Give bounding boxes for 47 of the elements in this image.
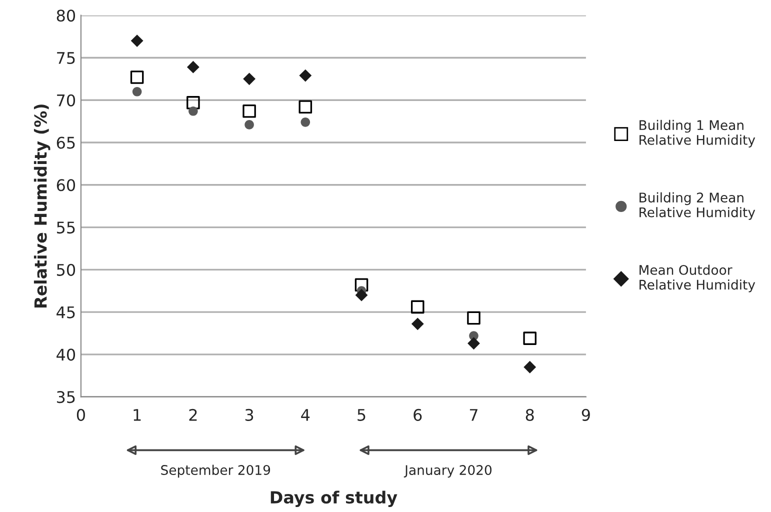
x-tick-label: 8 xyxy=(526,408,534,421)
point xyxy=(186,96,200,110)
y-tick-label: 65 xyxy=(56,136,75,149)
y-tick-label: 55 xyxy=(57,222,75,234)
legend-label: Building 1 Mean Relative Humidity xyxy=(640,120,756,148)
point xyxy=(242,104,256,118)
x-tick-label: 1 xyxy=(134,409,141,421)
x-tick-label: 9 xyxy=(582,408,590,421)
text: September 2019 xyxy=(161,464,270,478)
point xyxy=(188,106,198,116)
x-axis-title: Days of study xyxy=(270,490,398,507)
x-tick-label: 6 xyxy=(414,408,422,421)
point xyxy=(130,34,144,47)
y-tick-label: 80 xyxy=(56,10,76,22)
point xyxy=(523,332,536,345)
y-tick-label: 50 xyxy=(57,264,76,276)
x-tick-label: 2 xyxy=(189,408,197,421)
point xyxy=(132,86,142,96)
point xyxy=(299,69,312,82)
point xyxy=(468,337,480,350)
point xyxy=(524,360,536,374)
legend-label: Building 2 Mean Relative Humidity xyxy=(640,192,756,220)
y-axis-title: Relative Humidity (%) xyxy=(34,104,50,308)
point xyxy=(354,278,368,292)
y-tick-label: 60 xyxy=(56,179,76,192)
point xyxy=(186,60,200,74)
point xyxy=(298,100,312,114)
point xyxy=(130,70,144,84)
x-tick-label: 7 xyxy=(470,409,478,421)
point xyxy=(244,120,254,130)
point xyxy=(410,300,424,314)
legend-label: Mean Outdoor Relative Humidity xyxy=(640,264,756,292)
x-tick-label: 0 xyxy=(76,408,85,421)
x-tick-label: 3 xyxy=(245,408,254,421)
x-tick-label: 5 xyxy=(358,409,366,421)
y-tick-label: 75 xyxy=(57,52,75,64)
x-tick-label: 4 xyxy=(301,409,310,421)
y-tick-label: 40 xyxy=(56,348,76,361)
y-tick-label: 70 xyxy=(57,94,76,106)
y-tick-label: 45 xyxy=(56,306,75,318)
point xyxy=(355,288,368,302)
point xyxy=(300,118,310,127)
point xyxy=(467,311,480,325)
y-tick-label: 35 xyxy=(56,391,75,404)
text: January 2020 xyxy=(404,465,492,478)
point xyxy=(243,72,256,86)
point xyxy=(411,318,424,330)
